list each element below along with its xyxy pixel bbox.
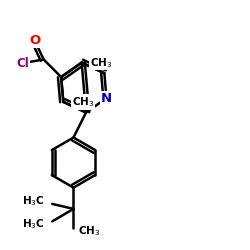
Text: CH$_3$: CH$_3$ xyxy=(90,56,113,70)
Text: H$_3$C: H$_3$C xyxy=(22,194,45,208)
Text: O: O xyxy=(29,34,40,47)
Text: Cl: Cl xyxy=(16,57,29,70)
Text: N: N xyxy=(101,92,112,105)
Text: H$_3$C: H$_3$C xyxy=(22,217,45,231)
Text: CH$_3$: CH$_3$ xyxy=(78,224,101,238)
Text: CH$_3$: CH$_3$ xyxy=(72,95,94,109)
